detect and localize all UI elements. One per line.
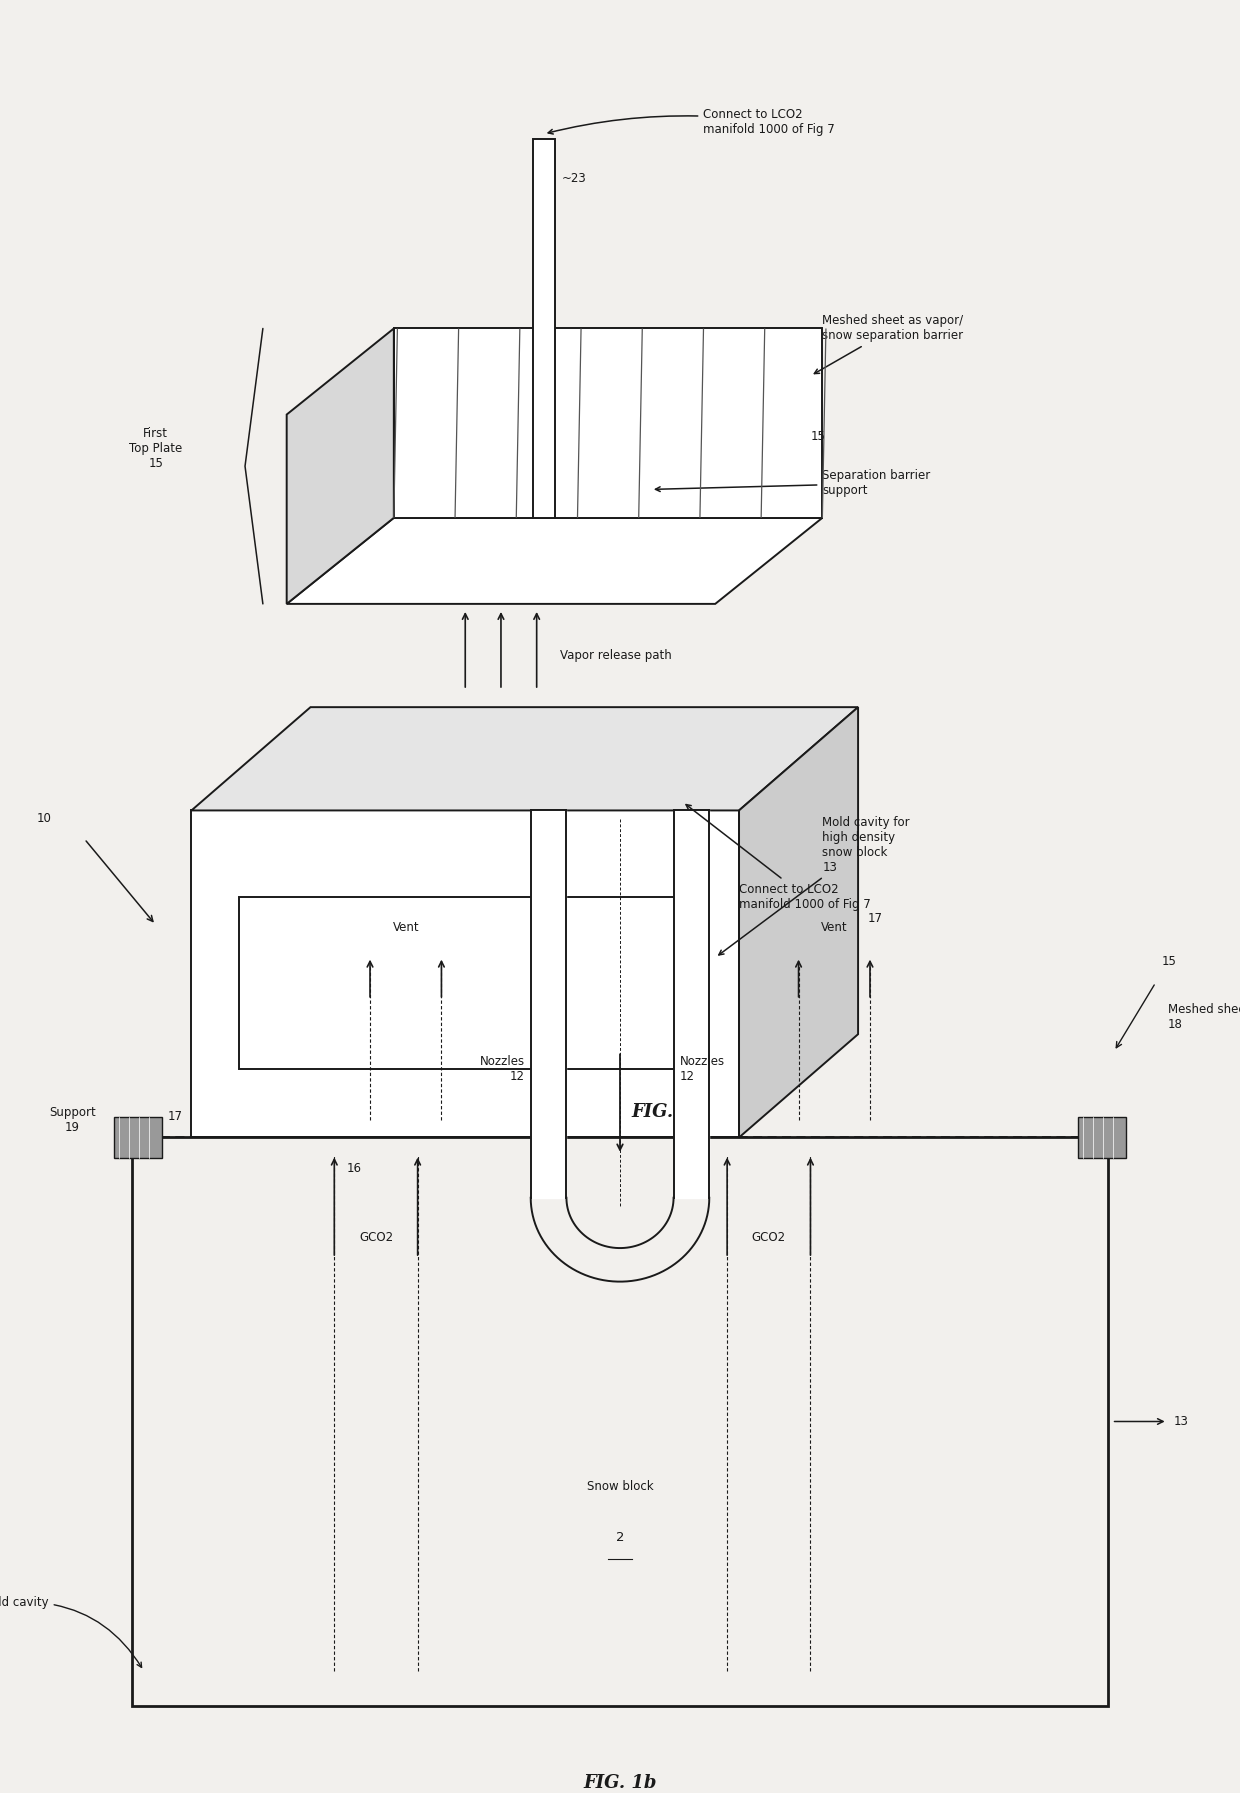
Text: 17: 17: [868, 913, 883, 925]
Polygon shape: [191, 706, 858, 810]
Text: Support
19: Support 19: [50, 1106, 95, 1135]
Text: Vapor release path: Vapor release path: [560, 649, 672, 662]
Text: ~23: ~23: [562, 172, 587, 185]
Text: Connect to LCO2
manifold 1000 of Fig 7: Connect to LCO2 manifold 1000 of Fig 7: [686, 805, 870, 911]
Text: Meshed sheet
18: Meshed sheet 18: [1168, 1002, 1240, 1031]
Text: Separation barrier
support: Separation barrier support: [656, 470, 930, 497]
Text: 10: 10: [37, 812, 52, 825]
Text: FIG. 1a: FIG. 1a: [631, 1103, 704, 1121]
Text: Nozzles
12: Nozzles 12: [680, 1054, 724, 1083]
Text: 16: 16: [346, 1162, 361, 1174]
Text: Vent: Vent: [392, 922, 419, 934]
Text: Snow block: Snow block: [587, 1479, 653, 1492]
Bar: [1079, 1117, 1126, 1158]
Polygon shape: [394, 328, 822, 518]
Polygon shape: [739, 706, 858, 1137]
Text: GCO2: GCO2: [751, 1230, 786, 1244]
Text: FIG. 1b: FIG. 1b: [583, 1773, 657, 1791]
Polygon shape: [286, 518, 822, 604]
Text: Mold cavity for
high density
snow block
13: Mold cavity for high density snow block …: [719, 816, 910, 956]
Polygon shape: [191, 810, 739, 1137]
Text: Mold cavity: Mold cavity: [0, 1596, 141, 1667]
Text: 17: 17: [167, 1110, 182, 1122]
Text: 15: 15: [1162, 956, 1177, 968]
Text: Vent: Vent: [821, 922, 848, 934]
Text: 15: 15: [811, 430, 826, 443]
Text: Meshed sheet as vapor/
snow separation barrier: Meshed sheet as vapor/ snow separation b…: [815, 314, 963, 373]
Text: Connect to LCO2
manifold 1000 of Fig 7: Connect to LCO2 manifold 1000 of Fig 7: [548, 108, 835, 136]
Text: GCO2: GCO2: [358, 1230, 393, 1244]
Bar: [131, 1137, 1109, 1705]
Text: 2: 2: [616, 1531, 624, 1544]
Bar: [533, 140, 554, 518]
Polygon shape: [286, 328, 394, 604]
Polygon shape: [673, 810, 709, 1198]
Polygon shape: [531, 810, 567, 1198]
Bar: [239, 896, 692, 1069]
Bar: [114, 1117, 161, 1158]
Text: 13: 13: [1173, 1415, 1188, 1427]
Text: First
Top Plate
15: First Top Plate 15: [129, 427, 182, 470]
Text: Nozzles
12: Nozzles 12: [480, 1054, 525, 1083]
